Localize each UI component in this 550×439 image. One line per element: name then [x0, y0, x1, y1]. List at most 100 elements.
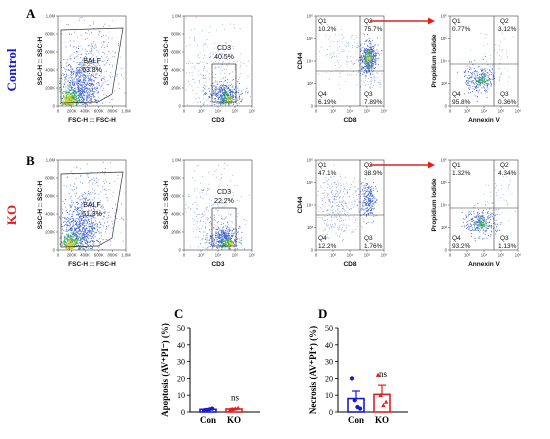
event-dot: [368, 69, 370, 71]
event-dot: [93, 92, 95, 94]
event-dot: [209, 93, 211, 95]
event-dot: [79, 100, 81, 101]
event-dot: [70, 95, 72, 97]
event-dot: [69, 64, 71, 65]
event-dot: [86, 99, 87, 101]
event-dot: [224, 240, 225, 242]
event-dot: [232, 192, 234, 194]
event-dot: [369, 70, 370, 72]
event-dot: [375, 55, 376, 57]
event-dot: [336, 186, 338, 188]
event-dot: [222, 99, 224, 101]
event-dot: [354, 178, 355, 180]
event-dot: [320, 47, 322, 48]
event-dot: [83, 239, 85, 240]
event-dot: [234, 244, 235, 245]
event-dot: [372, 51, 374, 53]
event-dot: [103, 180, 105, 182]
event-dot: [215, 225, 217, 227]
event-dot: [120, 232, 122, 234]
event-dot: [93, 206, 94, 208]
event-dot: [96, 68, 98, 70]
event-dot: [65, 199, 66, 200]
event-dot: [91, 233, 93, 235]
cd8-cd44-x-tick-label: 10⁶: [381, 109, 388, 114]
event-dot: [219, 96, 221, 98]
event-dot: [218, 214, 220, 216]
event-dot: [215, 228, 217, 230]
event-dot: [208, 242, 210, 243]
event-dot: [67, 92, 69, 95]
event-dot: [220, 85, 221, 87]
event-dot: [186, 63, 188, 64]
event-dot: [87, 101, 89, 103]
event-dot: [85, 236, 87, 238]
event-dot: [65, 46, 67, 48]
event-dot: [224, 235, 226, 236]
event-dot: [72, 97, 74, 99]
event-dot: [86, 91, 87, 93]
event-dot: [66, 230, 68, 232]
event-dot: [365, 58, 366, 60]
event-dot: [95, 183, 97, 185]
event-dot: [333, 52, 335, 53]
event-dot: [85, 215, 87, 217]
event-dot: [99, 242, 101, 244]
event-dot: [351, 208, 352, 210]
event-dot: [223, 234, 225, 236]
event-dot: [103, 47, 105, 48]
event-dot: [340, 28, 342, 30]
event-dot: [241, 196, 242, 198]
event-dot: [104, 212, 106, 214]
event-dot: [218, 66, 220, 67]
event-dot: [63, 236, 65, 238]
event-dot: [336, 55, 337, 57]
event-dot: [82, 202, 84, 204]
event-dot: [472, 71, 474, 73]
event-dot: [83, 95, 85, 96]
event-dot: [471, 80, 473, 82]
event-dot: [491, 83, 492, 85]
event-dot: [365, 55, 366, 57]
event-dot: [230, 23, 231, 25]
event-dot: [74, 81, 76, 83]
event-dot: [223, 223, 224, 225]
event-dot: [230, 81, 231, 83]
event-dot: [90, 210, 92, 211]
event-dot: [213, 82, 214, 84]
event-dot: [90, 103, 92, 104]
event-dot: [363, 72, 365, 74]
event-dot: [229, 236, 231, 238]
event-dot: [95, 46, 97, 48]
event-dot: [364, 76, 366, 77]
event-dot: [74, 166, 76, 168]
event-dot: [210, 235, 211, 237]
event-dot: [69, 249, 70, 250]
event-dot: [220, 90, 222, 92]
event-dot: [118, 43, 119, 45]
event-dot: [225, 92, 227, 94]
event-dot: [80, 75, 82, 77]
event-dot: [221, 215, 222, 217]
event-dot: [218, 46, 219, 47]
event-dot: [377, 37, 378, 39]
event-dot: [84, 56, 85, 58]
event-dot: [464, 71, 466, 73]
event-dot: [508, 76, 510, 78]
event-dot: [353, 181, 355, 183]
event-dot: [82, 222, 84, 224]
event-dot: [59, 243, 61, 245]
event-dot: [71, 243, 73, 245]
event-dot: [465, 81, 467, 83]
event-dot: [231, 95, 233, 97]
event-dot: [367, 66, 369, 67]
event-dot: [95, 210, 97, 212]
event-dot: [482, 76, 484, 78]
event-dot: [369, 60, 371, 62]
event-dot: [72, 247, 74, 249]
event-dot: [213, 241, 215, 243]
event-dot: [77, 55, 79, 57]
event-dot: [91, 90, 93, 92]
event-dot: [188, 207, 189, 209]
event-dot: [229, 92, 231, 94]
